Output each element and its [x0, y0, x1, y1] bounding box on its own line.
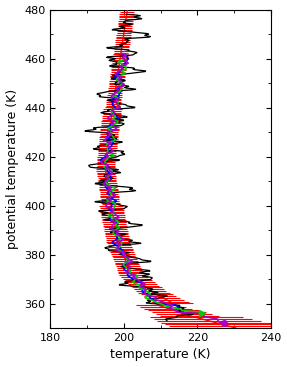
Y-axis label: potential temperature (K): potential temperature (K)	[5, 89, 19, 249]
X-axis label: temperature (K): temperature (K)	[110, 348, 211, 361]
